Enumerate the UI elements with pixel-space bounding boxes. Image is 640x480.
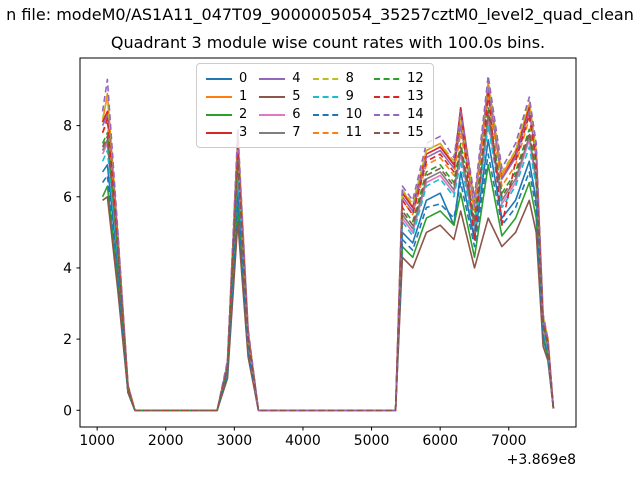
legend-label: 14 (407, 107, 424, 122)
legend-label: 4 (292, 71, 301, 86)
legend-item-7: 7 (259, 124, 301, 141)
legend-label: 8 (345, 71, 354, 86)
legend-line-sample (312, 77, 339, 80)
legend-label: 6 (292, 107, 301, 122)
axes-title: Quadrant 3 module wise count rates with … (110, 33, 546, 52)
legend-label: 0 (239, 71, 248, 86)
legend-line-sample (374, 77, 401, 80)
legend-line-sample (374, 113, 401, 116)
x-tick-label: 4000 (285, 433, 321, 449)
axes-frame (79, 57, 577, 428)
legend-label: 9 (345, 89, 354, 104)
x-tick-label: 7000 (491, 433, 527, 449)
legend-item-6: 6 (259, 106, 301, 123)
legend-item-3: 3 (206, 124, 247, 141)
series-line-2 (101, 164, 555, 412)
legend-item-14: 14 (374, 106, 424, 123)
legend-item-11: 11 (312, 124, 363, 141)
y-tick-label: 8 (63, 119, 72, 135)
legend-item-10: 10 (312, 106, 363, 123)
legend-label: 12 (407, 71, 424, 86)
legend-line-sample (259, 77, 286, 80)
legend-item-8: 8 (312, 70, 363, 87)
legend-line-sample (374, 131, 401, 134)
legend-item-2: 2 (206, 106, 247, 123)
legend-label: 2 (239, 107, 248, 122)
y-tick-label: 6 (63, 190, 72, 206)
x-tick-label: 6000 (422, 433, 458, 449)
x-axis-offset-label: +3.869e8 (507, 452, 576, 468)
figure-suptitle: n file: modeM0/AS1A11_047T09_9000005054_… (6, 5, 634, 24)
series-line-9 (101, 124, 555, 412)
legend-line-sample (259, 131, 286, 134)
legend-line-sample (206, 95, 232, 98)
x-tick-label: 5000 (354, 433, 390, 449)
legend-line-sample (312, 113, 339, 116)
series-line-6 (101, 121, 555, 412)
legend-line-sample (374, 95, 401, 98)
legend-label: 13 (407, 89, 424, 104)
y-tick-label: 0 (63, 403, 72, 419)
legend-label: 10 (345, 107, 363, 122)
legend-label: 1 (239, 89, 248, 104)
legend-line-sample (259, 113, 286, 116)
legend-line-sample (206, 113, 232, 116)
legend-label: 7 (292, 125, 301, 140)
series-line-15 (101, 110, 555, 412)
legend-item-15: 15 (374, 124, 424, 141)
legend-item-12: 12 (374, 70, 424, 87)
legend-label: 5 (292, 89, 301, 104)
legend-item-9: 9 (312, 88, 363, 105)
legend-item-0: 0 (206, 70, 247, 87)
legend-line-sample (206, 131, 232, 134)
legend-line-sample (312, 95, 339, 98)
legend-item-5: 5 (259, 88, 301, 105)
x-tick-label: 3000 (217, 433, 253, 449)
legend-line-sample (206, 77, 232, 80)
series-line-5 (102, 196, 555, 412)
series-line-10 (101, 153, 555, 412)
y-tick-label: 2 (63, 332, 72, 348)
legend-line-sample (259, 95, 286, 98)
legend: 0 1 2 3 4 5 6 7 8 9 10 11 12 13 14 15 (196, 63, 434, 148)
legend-label: 15 (407, 125, 424, 140)
legend-item-4: 4 (259, 70, 301, 87)
legend-label: 11 (345, 125, 363, 140)
legend-item-1: 1 (206, 88, 247, 105)
y-tick-label: 4 (63, 261, 72, 277)
legend-item-13: 13 (374, 88, 424, 105)
legend-line-sample (312, 131, 339, 134)
legend-label: 3 (239, 125, 248, 140)
x-tick-label: 2000 (148, 433, 184, 449)
x-tick-label: 1000 (79, 433, 115, 449)
